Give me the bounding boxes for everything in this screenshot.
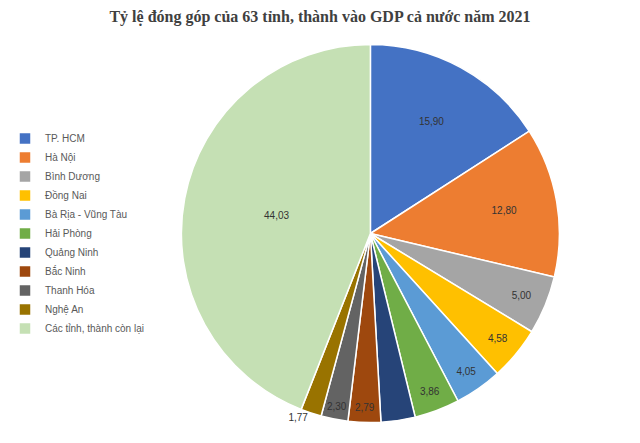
svg-text:Quảng Ninh: Quảng Ninh bbox=[45, 247, 98, 258]
svg-text:Hà Nội: Hà Nội bbox=[45, 152, 76, 163]
svg-text:3,86: 3,86 bbox=[420, 386, 440, 397]
svg-text:Bình Dương: Bình Dương bbox=[45, 171, 100, 182]
svg-text:5,00: 5,00 bbox=[512, 290, 532, 301]
svg-text:4,58: 4,58 bbox=[488, 333, 508, 344]
svg-text:Bà Rịa - Vũng Tàu: Bà Rịa - Vũng Tàu bbox=[45, 209, 127, 220]
svg-text:Các tỉnh, thành còn lại: Các tỉnh, thành còn lại bbox=[45, 323, 144, 334]
svg-text:15,90: 15,90 bbox=[419, 116, 444, 127]
svg-text:Nghệ An: Nghệ An bbox=[45, 304, 83, 315]
svg-text:TP. HCM: TP. HCM bbox=[45, 133, 85, 144]
svg-text:2,30: 2,30 bbox=[327, 401, 347, 412]
svg-text:Thanh Hóa: Thanh Hóa bbox=[45, 285, 95, 296]
svg-text:4,05: 4,05 bbox=[456, 366, 476, 377]
svg-text:12,80: 12,80 bbox=[492, 205, 517, 216]
svg-text:1,77: 1,77 bbox=[288, 412, 308, 423]
svg-text:Đồng Nai: Đồng Nai bbox=[45, 190, 87, 201]
svg-text:Hải Phòng: Hải Phòng bbox=[45, 228, 92, 239]
svg-text:Tỷ lệ đóng góp của 63 tỉnh, th: Tỷ lệ đóng góp của 63 tỉnh, thành vào GD… bbox=[109, 8, 530, 26]
svg-text:44,03: 44,03 bbox=[264, 210, 289, 221]
svg-text:2,79: 2,79 bbox=[355, 402, 375, 413]
svg-text:Bắc Ninh: Bắc Ninh bbox=[45, 265, 86, 277]
